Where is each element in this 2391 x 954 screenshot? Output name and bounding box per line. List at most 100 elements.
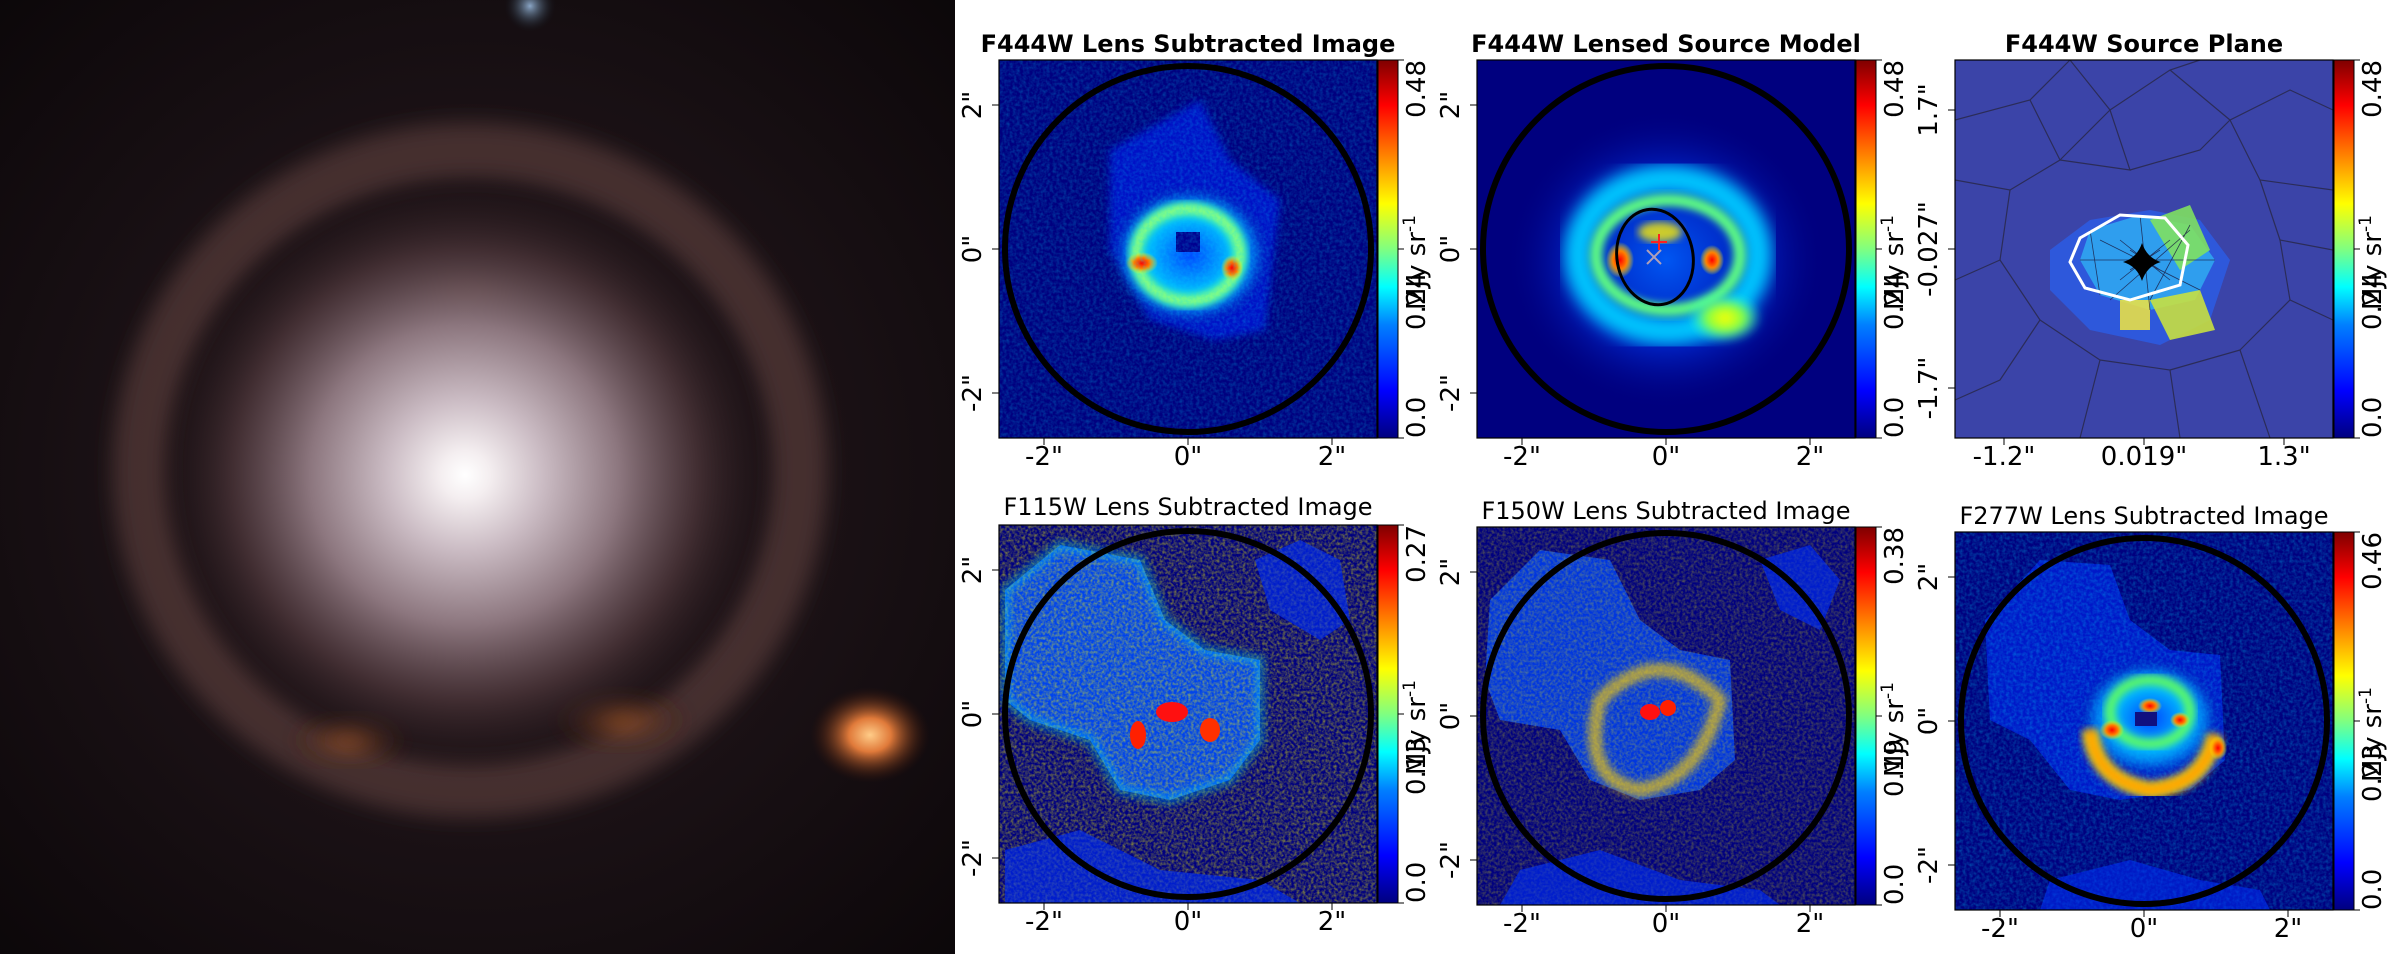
colorbar-max-label: 0.27 [1402,525,1432,583]
colorbar-mid-label: 0.19 [1880,739,1910,797]
colorbar: 0.46 0.23 MJy sr-1 0.0 [2333,531,2388,911]
colorbar-unit: MJy sr [2358,232,2388,310]
x-tick-label: 2" [1318,907,1347,937]
colorbar-max-label: 0.48 [1402,60,1432,118]
panel-f444w-source-plane: F444W Source Plane [1914,30,2388,472]
colorbar: 0.38 0.19 MJy sr-1 0.0 [1855,526,1910,906]
image-map [1955,532,2333,910]
y-tick-label: 0" [1436,235,1466,264]
y-tick-label: -2" [1436,374,1466,412]
mask-ring [1480,63,1852,435]
colorbar-unit: MJy sr [1402,697,1432,775]
colorbar-unit: MJy sr [1880,699,1910,777]
y-tick-label: -2" [958,839,988,877]
y-tick-label: -2" [1914,846,1944,884]
x-tick-label: -2" [1503,909,1541,939]
x-tick-label: -2" [1025,907,1063,937]
x-axis: -2" 0" 2" [1981,910,2302,944]
x-tick-label: 2" [1796,909,1825,939]
voronoi-source-map [1955,60,2333,438]
colorbar-unit-label: MJy sr-1 [2356,687,2388,782]
colorbar-unit-label: MJy sr-1 [1878,215,1910,310]
panel-title: F444W Source Plane [2005,30,2283,58]
colorbar-unit: MJy sr [1880,232,1910,310]
y-tick-label: -2" [1436,841,1466,879]
colorbar: 0.48 0.24 MJy sr-1 0.0 [1377,59,1432,439]
colorbar-unit-exponent: -1 [2356,215,2376,232]
colorbar-min-label: 0.0 [1880,397,1910,438]
y-tick-label: 2" [1436,558,1466,587]
colorbar: 0.48 0.24 MJy sr-1 0.0 [1855,59,1910,439]
x-tick-label: 2" [1796,442,1825,472]
colorbar: 0.27 0.13 MJy sr-1 0.0 [1377,524,1432,904]
x-tick-label: -2" [1025,442,1063,472]
colorbar-max-label: 0.48 [1880,60,1910,118]
y-tick-label: 2" [1436,91,1466,120]
y-axis: 1.7" -0.027" -1.7" [1914,83,1955,419]
colorbar-unit: MJy sr [1402,232,1432,310]
y-axis: 2" 0" -2" [1914,563,1955,884]
x-tick-label: 2" [2274,914,2303,944]
rgb-composite-image [0,0,955,954]
x-axis: -2" 0" 2" [1503,905,1824,939]
colorbar-mid-label: 0.23 [2358,744,2388,802]
colorbar-mid-label: 0.13 [1402,737,1432,795]
panel-f444w-lensed-source-model: F444W Lensed Source Model -2" 0" [1436,30,1910,472]
mask-ring [1480,530,1852,902]
y-tick-label: 0" [958,700,988,729]
y-tick-label: -2" [958,374,988,412]
y-tick-label: -0.027" [1914,201,1944,297]
model-map [1477,60,1855,438]
x-tick-label: 2" [1318,442,1347,472]
y-tick-label: 0" [1914,707,1944,736]
y-tick-label: -1.7" [1914,357,1944,420]
y-axis: 2" 0" -2" [1436,91,1477,412]
x-tick-label: 0.019" [2101,442,2187,472]
x-tick-label: 0" [1652,442,1681,472]
colorbar-min-label: 0.0 [1880,864,1910,905]
mask-ring [1002,63,1374,435]
y-axis: 2" 0" -2" [958,556,999,877]
panel-title: F150W Lens Subtracted Image [1481,497,1850,525]
x-axis: -2" 0" 2" [1503,438,1824,472]
y-tick-label: 2" [958,91,988,120]
x-tick-label: 0" [1652,909,1681,939]
x-tick-label: 0" [1174,907,1203,937]
mask-ring [1958,535,2330,907]
caustic-ellipse [1615,207,1695,307]
y-axis: 2" 0" -2" [1436,558,1477,879]
panel-title: F115W Lens Subtracted Image [1003,493,1372,521]
cross-marker-icon [1646,249,1662,265]
y-tick-label: 2" [1914,563,1944,592]
colorbar-min-label: 0.0 [1402,862,1432,903]
panel-f444w-lens-subtracted: F444W Lens Subtracted Image -2" 0" 2" [958,30,1432,472]
y-tick-label: 0" [1436,702,1466,731]
colorbar-unit-exponent: -1 [1878,215,1898,232]
image-map [999,525,1377,903]
colorbar-mid-label: 0.24 [1880,272,1910,330]
colorbar-unit-exponent: -1 [1400,215,1420,232]
colorbar-max-label: 0.38 [1880,527,1910,585]
image-map [1477,527,1855,905]
x-tick-label: -1.2" [1973,442,2036,472]
x-axis: -1.2" 0.019" 1.3" [1973,438,2311,472]
colorbar-unit-label: MJy sr-1 [2356,215,2388,310]
colorbar-unit-label: MJy sr-1 [1878,682,1910,777]
colorbar-min-label: 0.0 [2358,397,2388,438]
y-tick-label: 1.7" [1914,83,1944,136]
colorbar-min-label: 0.0 [1402,397,1432,438]
x-tick-label: -2" [1503,442,1541,472]
mask-ring [1002,528,1374,900]
colorbar-max-label: 0.46 [2358,532,2388,590]
x-tick-label: 0" [1174,442,1203,472]
colorbar-mid-label: 0.24 [2358,272,2388,330]
colorbar-max-label: 0.48 [2358,60,2388,118]
y-tick-label: 0" [958,235,988,264]
x-tick-label: 0" [2130,914,2159,944]
x-tick-label: -2" [1981,914,2019,944]
x-axis: -2" 0" 2" [1025,903,1346,937]
panel-f277w-lens-subtracted: F277W Lens Subtracted Image -2" 0" 2" [1914,502,2388,944]
y-axis: 2" 0" -2" [958,91,999,412]
colorbar-unit-exponent: -1 [1400,680,1420,697]
panel-f150w-lens-subtracted: F150W Lens Subtracted Image -2" 0" 2" 2" [1436,497,1910,939]
